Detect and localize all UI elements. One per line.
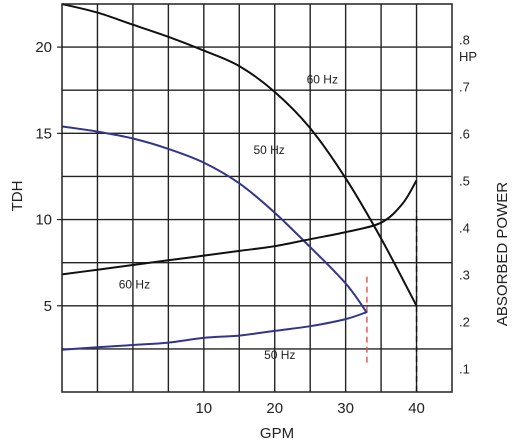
power-curve-60hz [61,179,418,276]
limit-lines [366,210,418,392]
y2-tick-label: .5 [459,173,470,188]
head-curve-60hz [61,3,418,307]
y2-tick-label: .3 [459,267,470,282]
y2-tick-label: .2 [459,314,470,329]
right-axis-ticks: .1 .2 .3 .4 .5 .6 .7 .8 [459,32,470,376]
x-tick-label: 20 [266,400,283,417]
y-tick-label: 10 [35,212,52,229]
y-tick-label: 20 [35,39,52,56]
y2-tick-label: .1 [459,361,470,376]
left-axis-ticks: 5 10 15 20 [35,39,62,315]
x-tick-label: 30 [337,400,354,417]
curve-label: 60 Hz [307,72,338,86]
x-axis-ticks: 10 20 30 40 [195,400,424,417]
series-curves [61,3,418,351]
x-axis-title: GPM [260,425,294,442]
y2-unit-label: HP [459,49,477,64]
y2-tick-label: .6 [459,126,470,141]
y2-tick-label: .7 [459,79,470,94]
plot-frame [61,3,453,393]
y2-tick-label: .8 [459,32,470,47]
curve-label: 60 Hz [119,278,150,292]
x-tick-label: 40 [408,400,425,417]
curve-labels: 60 Hz 50 Hz 60 Hz 50 Hz [119,72,338,362]
curve-label: 50 Hz [264,348,295,362]
power-curve-50hz [61,311,368,351]
head-curve-50hz [61,125,368,314]
y-tick-label: 15 [35,125,52,142]
y-tick-label: 5 [44,298,52,315]
curve-label: 50 Hz [253,143,284,157]
y-axis-title: TDH [9,181,26,212]
y2-axis-title: ABSORBED POWER [494,182,511,326]
y2-tick-label: .4 [459,220,470,235]
x-tick-label: 10 [195,400,212,417]
